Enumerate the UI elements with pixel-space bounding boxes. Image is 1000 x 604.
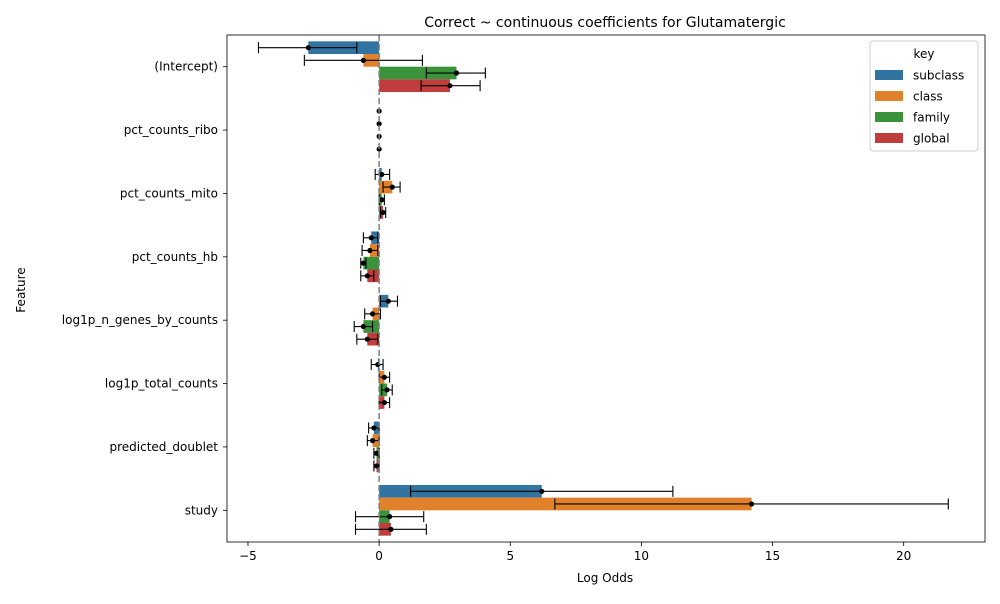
chart-title: Correct ~ continuous coefficients for Gl… [424, 15, 786, 31]
point-global-7 [388, 527, 393, 532]
plot-area: −5 0 5 10 15 20 (Intercept) pct_counts_ribo pct_… [62, 35, 985, 563]
x-tick-label: 20 [896, 549, 911, 563]
point-global-2 [380, 210, 385, 215]
y-tick-label: predicted_doublet [109, 440, 218, 454]
y-axis-title: Feature [14, 267, 28, 312]
legend-label-class: class [913, 90, 943, 104]
legend-label-subclass: subclass [913, 69, 964, 83]
legend-swatch-subclass [875, 70, 903, 80]
point-family-5 [384, 387, 389, 392]
point-subclass-2 [379, 172, 384, 177]
point-global-6 [374, 463, 379, 468]
x-axis-title: Log Odds [577, 571, 633, 585]
point-class-0 [361, 58, 366, 63]
y-tick-label: study [185, 503, 218, 517]
legend-swatch-class [875, 91, 903, 101]
y-tick-label: pct_counts_mito [120, 186, 218, 200]
point-class-6 [370, 438, 375, 443]
point-global-0 [447, 83, 452, 88]
point-subclass-0 [306, 45, 311, 50]
point-family-6 [374, 451, 379, 456]
point-family-0 [454, 70, 459, 75]
point-subclass-6 [371, 425, 376, 430]
point-class-5 [382, 375, 387, 380]
point-global-5 [382, 400, 387, 405]
point-subclass-4 [386, 299, 391, 304]
legend-label-global: global [913, 132, 950, 146]
point-class-4 [370, 311, 375, 316]
point-global-4 [365, 337, 370, 342]
legend-swatch-global [875, 133, 903, 143]
point-family-2 [379, 197, 384, 202]
point-family-3 [361, 261, 366, 266]
y-tick-label: (Intercept) [154, 60, 218, 74]
legend-label-family: family [913, 111, 950, 125]
y-tick-label: pct_counts_ribo [124, 123, 218, 137]
legend-swatch-family [875, 112, 903, 122]
point-global-3 [365, 273, 370, 278]
point-class-3 [367, 248, 372, 253]
x-tick-label: −5 [239, 549, 257, 563]
y-tick-label: log1p_total_counts [105, 377, 218, 391]
y-tick-label: pct_counts_hb [132, 250, 218, 264]
point-class-7 [749, 501, 754, 506]
x-tick-label: 15 [765, 549, 780, 563]
x-tick-label: 5 [506, 549, 514, 563]
x-tick-label: 10 [634, 549, 649, 563]
point-family-7 [387, 514, 392, 519]
point-class-2 [390, 185, 395, 190]
y-tick-label: log1p_n_genes_by_counts [62, 313, 218, 327]
legend-title: key [913, 47, 934, 61]
point-subclass-3 [369, 235, 374, 240]
point-subclass-7 [539, 489, 544, 494]
point-family-4 [361, 324, 366, 329]
legend: key subclass class family global [870, 41, 978, 151]
x-tick-label: 0 [375, 549, 383, 563]
